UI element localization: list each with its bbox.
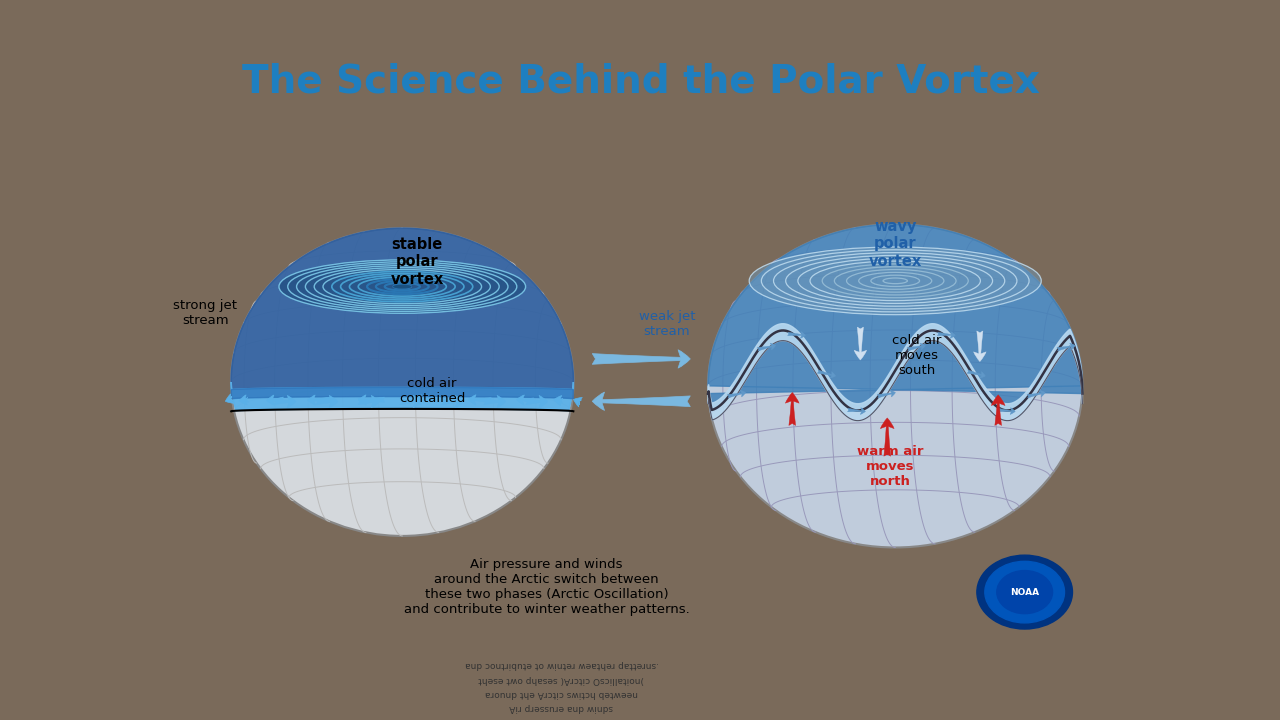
Text: warm air
moves
north: warm air moves north — [858, 445, 923, 488]
Ellipse shape — [279, 260, 526, 313]
Ellipse shape — [749, 247, 1041, 315]
Text: stable
polar
vortex: stable polar vortex — [390, 237, 444, 287]
Polygon shape — [708, 324, 1083, 420]
Text: NOAA: NOAA — [1010, 588, 1039, 597]
Polygon shape — [708, 225, 1083, 410]
Circle shape — [977, 555, 1073, 629]
Text: weak jet
stream: weak jet stream — [639, 310, 695, 338]
Polygon shape — [230, 228, 573, 390]
Circle shape — [997, 570, 1052, 613]
Text: cold air
contained: cold air contained — [399, 377, 466, 405]
Text: cold air
moves
south: cold air moves south — [892, 333, 942, 377]
Polygon shape — [232, 387, 573, 399]
Text: )noitallicsO citcrA( sesahp owt eseht: )noitallicsO citcrA( sesahp owt eseht — [479, 675, 645, 684]
Polygon shape — [232, 382, 573, 410]
Text: neewteb hctiws citcrA eht dnuora: neewteb hctiws citcrA eht dnuora — [485, 689, 639, 698]
Ellipse shape — [393, 284, 412, 289]
Text: The Science Behind the Polar Vortex: The Science Behind the Polar Vortex — [242, 63, 1041, 101]
Text: Air pressure and winds
around the Arctic switch between
these two phases (Arctic: Air pressure and winds around the Arctic… — [403, 559, 690, 616]
Ellipse shape — [708, 224, 1083, 547]
Text: wavy
polar
vortex: wavy polar vortex — [869, 219, 922, 269]
Text: sdniw dna erusserp riA: sdniw dna erusserp riA — [509, 703, 613, 712]
Circle shape — [984, 562, 1065, 623]
Text: .snrettap rehtaew retniw ot etubirtnoc dna: .snrettap rehtaew retniw ot etubirtnoc d… — [465, 660, 658, 670]
Ellipse shape — [230, 228, 573, 536]
Text: strong jet
stream: strong jet stream — [173, 299, 237, 327]
